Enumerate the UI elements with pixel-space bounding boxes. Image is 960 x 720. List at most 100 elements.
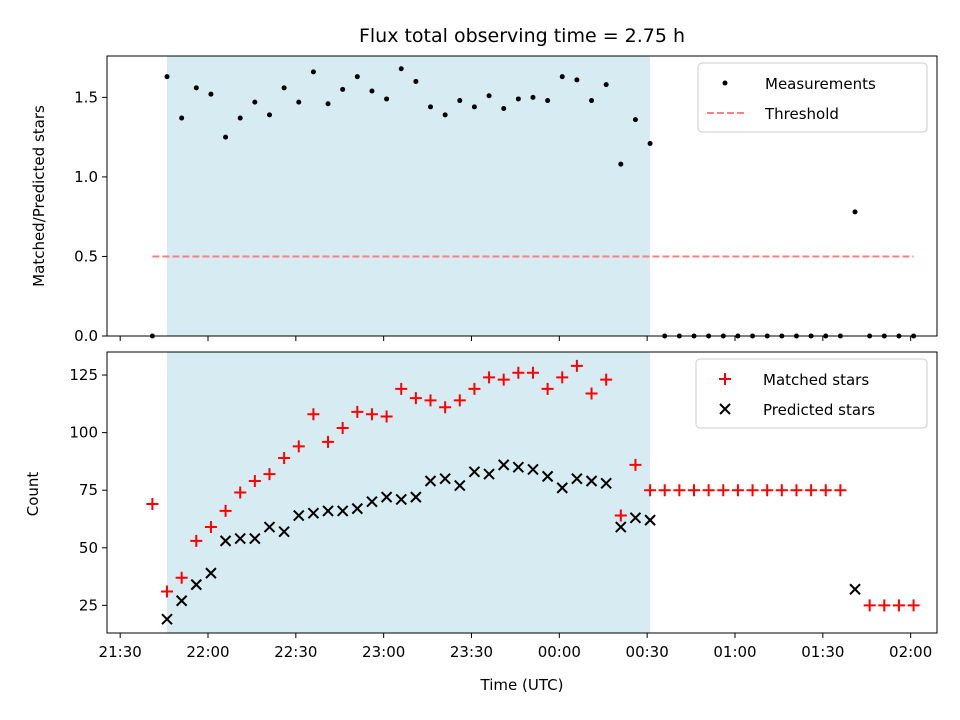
predicted-star-point bbox=[322, 505, 334, 517]
top-plot-area bbox=[149, 56, 917, 339]
y-tick-label: 0.5 bbox=[74, 247, 98, 265]
y-tick-label: 125 bbox=[69, 366, 98, 384]
matched-star-point bbox=[219, 504, 232, 517]
bottom-legend: Matched stars Predicted stars bbox=[695, 358, 928, 429]
matched-star-point bbox=[512, 366, 525, 379]
predicted-star-point bbox=[468, 466, 481, 478]
bottom-y-axis-label: Count bbox=[24, 472, 42, 517]
legend-threshold-label: Threshold bbox=[764, 105, 839, 123]
matched-star-point bbox=[190, 534, 203, 547]
measurement-point bbox=[179, 115, 185, 121]
matched-star-point bbox=[307, 408, 320, 421]
matched-star-point bbox=[453, 394, 466, 407]
y-tick-label: 25 bbox=[79, 596, 98, 614]
measurement-point bbox=[457, 98, 463, 104]
legend-predicted-marker bbox=[719, 403, 731, 415]
predicted-star-point bbox=[161, 613, 173, 625]
x-tick-label: 22:30 bbox=[274, 643, 317, 661]
measurement-point bbox=[193, 85, 199, 91]
matched-star-point bbox=[175, 571, 188, 584]
x-tick-label: 00:30 bbox=[626, 643, 669, 661]
predicted-star-point bbox=[483, 468, 495, 480]
predicted-star-point bbox=[307, 507, 320, 519]
predicted-star-point bbox=[336, 505, 349, 517]
matched-star-point bbox=[380, 410, 393, 423]
bottom-subplot: 25 50 75 100 125 21:30 22:00 22:30 23:00 23:30 00… bbox=[24, 351, 938, 694]
predicted-star-point bbox=[541, 470, 554, 483]
matched-star-point bbox=[731, 484, 744, 497]
measurement-point bbox=[384, 96, 390, 102]
x-axis-label: Time (UTC) bbox=[480, 676, 564, 694]
top-legend-box bbox=[697, 62, 928, 133]
predicted-star-point bbox=[395, 493, 407, 506]
measurement-point bbox=[515, 96, 521, 102]
matched-star-point bbox=[688, 484, 701, 497]
predicted-star-point bbox=[439, 472, 451, 485]
measurement-point bbox=[208, 91, 214, 97]
y-tick-label: 0.0 bbox=[74, 327, 98, 345]
y-tick-label: 1.0 bbox=[74, 168, 98, 186]
matched-star-point bbox=[351, 405, 364, 418]
matched-star-point bbox=[790, 484, 803, 497]
legend-measurements-marker bbox=[722, 80, 728, 86]
bottom-x-axis: 21:30 22:00 22:30 23:00 23:30 00:00 00:30 01:00… bbox=[99, 633, 932, 661]
bottom-plot-area bbox=[146, 352, 920, 633]
measurement-point bbox=[603, 82, 609, 88]
predicted-star-point bbox=[249, 532, 261, 545]
matched-star-point bbox=[761, 484, 774, 497]
x-tick-label: 21:30 bbox=[99, 643, 142, 661]
x-tick-label: 02:00 bbox=[889, 643, 932, 661]
matched-star-point bbox=[204, 521, 217, 534]
measurement-point bbox=[559, 74, 565, 80]
measurement-point bbox=[325, 101, 331, 107]
matched-star-point bbox=[570, 359, 583, 372]
measurement-point bbox=[632, 117, 638, 123]
bottom-axes-frame bbox=[106, 351, 938, 634]
matched-star-point bbox=[248, 474, 261, 487]
matched-star-point bbox=[673, 484, 686, 497]
observing-window-band bbox=[167, 352, 651, 633]
matched-star-point bbox=[439, 401, 452, 414]
predicted-star-point bbox=[410, 491, 422, 503]
measurement-point bbox=[354, 74, 360, 80]
measurement-point bbox=[340, 86, 346, 92]
matched-star-point bbox=[585, 387, 598, 400]
matched-star-point bbox=[892, 599, 905, 612]
predicted-star-point bbox=[497, 459, 510, 471]
measurement-point bbox=[296, 99, 302, 105]
measurement-point bbox=[413, 78, 419, 84]
matched-star-point bbox=[907, 599, 920, 612]
top-y-axis-label: Matched/Predicted stars bbox=[30, 105, 48, 287]
predicted-star-point bbox=[380, 491, 393, 503]
matched-star-point bbox=[263, 468, 276, 481]
measurement-point bbox=[223, 134, 229, 140]
legend-measurements-label: Measurements bbox=[765, 75, 876, 93]
y-tick-label: 75 bbox=[79, 481, 98, 499]
matched-star-point bbox=[702, 484, 715, 497]
matched-star-point bbox=[775, 484, 788, 497]
x-tick-label: 01:00 bbox=[713, 643, 756, 661]
matched-star-point bbox=[644, 484, 657, 497]
predicted-star-point bbox=[571, 472, 583, 485]
predicted-star-point bbox=[454, 479, 466, 492]
matched-star-point bbox=[556, 371, 569, 384]
measurement-point bbox=[501, 106, 507, 111]
predicted-star-point bbox=[366, 496, 378, 508]
y-tick-label: 50 bbox=[79, 539, 98, 557]
bottom-y-axis: 25 50 75 100 125 bbox=[69, 366, 107, 614]
predicted-star-point bbox=[512, 461, 525, 473]
predicted-star-point bbox=[849, 583, 861, 595]
measurement-point bbox=[266, 112, 272, 118]
matched-star-point bbox=[278, 451, 291, 464]
measurement-point bbox=[310, 69, 316, 75]
matched-star-point bbox=[468, 382, 481, 395]
matched-star-point bbox=[805, 484, 818, 497]
matched-star-point bbox=[717, 484, 730, 497]
predicted-star-point bbox=[644, 514, 656, 526]
measurement-point bbox=[369, 88, 375, 94]
matched-star-point bbox=[497, 373, 510, 386]
x-tick-label: 00:00 bbox=[538, 643, 581, 661]
measurement-point bbox=[252, 99, 258, 105]
predicted-star-point bbox=[585, 475, 598, 487]
